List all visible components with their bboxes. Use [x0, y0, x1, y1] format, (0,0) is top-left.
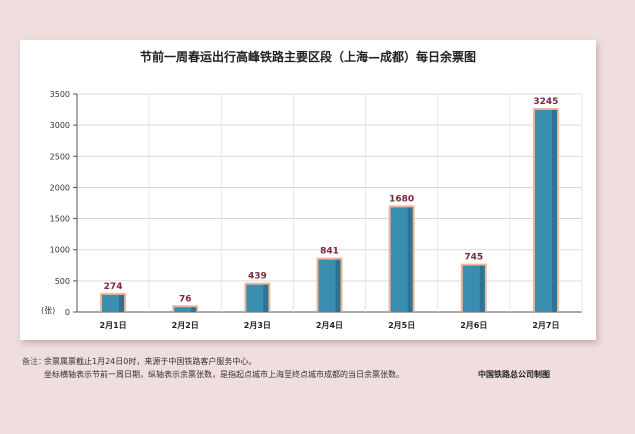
data-label: 1680 — [389, 194, 414, 204]
x-tick-label: 2月5日 — [388, 321, 415, 330]
bar — [462, 265, 485, 312]
x-tick-label: 2月4日 — [316, 321, 343, 330]
x-tick-label: 2月7日 — [532, 321, 559, 330]
bar — [246, 284, 269, 312]
bar — [534, 109, 557, 312]
chart-title: 节前一周春运出行高峰铁路主要区段（上海—成都）每日余票图 — [139, 50, 476, 64]
x-tick-label: 2月1日 — [100, 321, 127, 330]
bar — [390, 207, 413, 312]
data-label: 745 — [464, 253, 483, 263]
y-tick-label: 1500 — [50, 215, 70, 224]
bar-shade — [551, 109, 557, 312]
note-label: 备注： — [22, 357, 46, 366]
bar-shade — [119, 294, 125, 312]
bar-shade — [191, 307, 197, 312]
y-tick-label: 2000 — [50, 183, 70, 192]
bar-shade — [407, 207, 413, 312]
bar — [174, 307, 197, 312]
bar — [318, 259, 341, 312]
bar-shade — [263, 284, 269, 312]
note-line-1: 余票属票截止1月24日0时，来源于中国铁路客户服务中心。 — [44, 357, 257, 366]
bar — [102, 294, 125, 312]
note-line-2: 坐标横轴表示节前一周日期，纵轴表示余票张数，是指起点城市上海至终点城市成都的当日… — [44, 370, 404, 379]
y-tick-label: 2500 — [50, 152, 70, 161]
bar-chart: 0 500 1000 1500 2000 2500 3000 3500 (张) 274 2月1日 76… — [41, 90, 583, 330]
maker-credit: 中国铁路总公司制图 — [478, 370, 550, 379]
data-label: 439 — [248, 272, 267, 282]
data-label: 3245 — [533, 97, 558, 107]
data-label: 76 — [179, 294, 192, 304]
bar-shade — [479, 265, 485, 312]
data-label: 841 — [320, 247, 339, 257]
chart-panel: 节前一周春运出行高峰铁路主要区段（上海—成都）每日余票图 0 500 1000 150… — [20, 40, 596, 340]
data-label: 274 — [104, 282, 123, 292]
x-tick-label: 2月6日 — [460, 321, 487, 330]
y-tick-label: 500 — [55, 277, 70, 286]
x-tick-label: 2月3日 — [244, 321, 271, 330]
y-tick-label: 0 — [65, 308, 70, 317]
bar-shade — [335, 259, 341, 312]
y-tick-label: 1000 — [50, 246, 70, 255]
y-tick-label: 3000 — [50, 121, 70, 130]
y-axis-label: (张) — [41, 306, 55, 315]
x-tick-label: 2月2日 — [172, 321, 199, 330]
y-tick-label: 3500 — [50, 90, 70, 99]
